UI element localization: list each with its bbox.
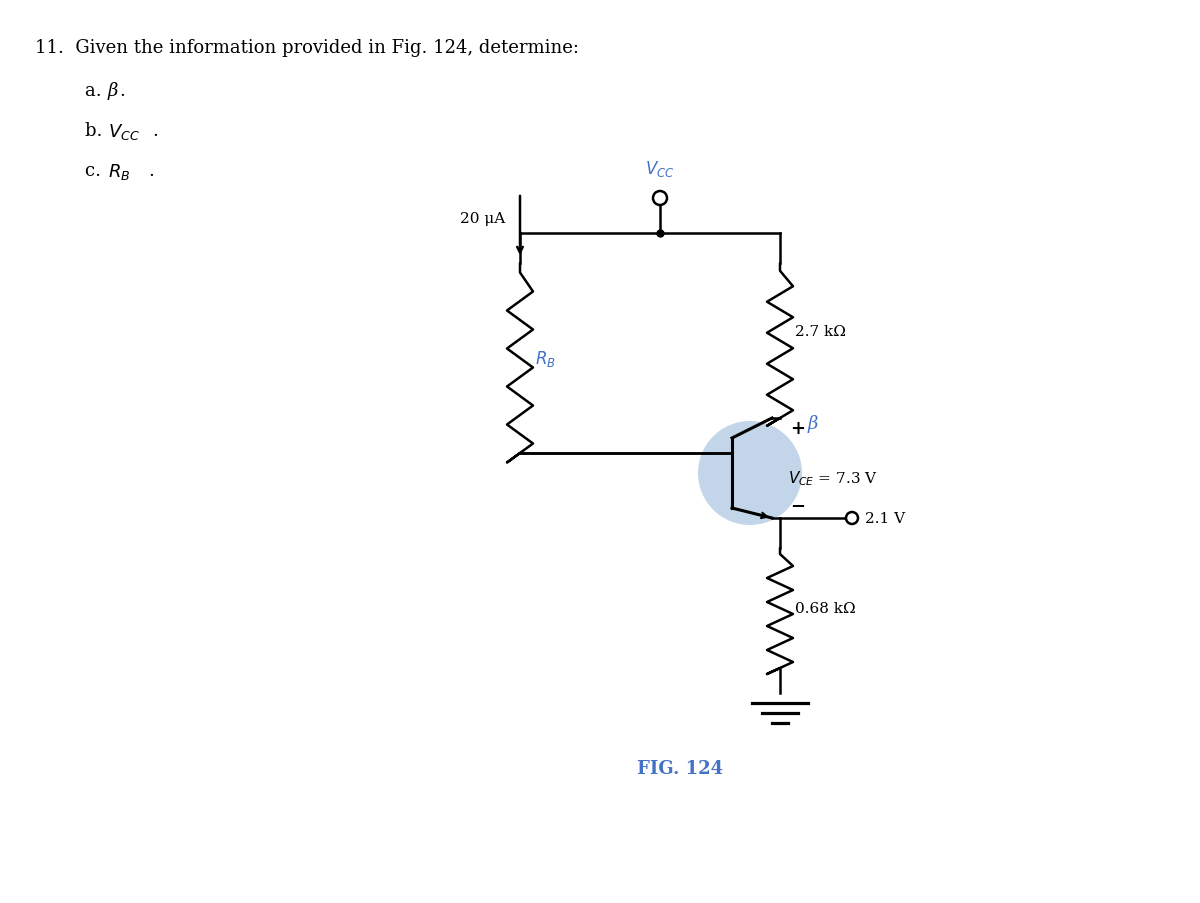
Circle shape: [846, 512, 858, 525]
Text: 11.  Given the information provided in Fig. 124, determine:: 11. Given the information provided in Fi…: [35, 39, 580, 57]
Text: a.: a.: [85, 82, 107, 100]
Text: −: −: [790, 498, 805, 516]
Text: $R_B$: $R_B$: [108, 162, 131, 182]
Text: 2.1 V: 2.1 V: [865, 511, 905, 526]
Text: 0.68 kΩ: 0.68 kΩ: [796, 601, 856, 615]
Text: .: .: [148, 162, 154, 180]
Text: $V_{CE}$ = 7.3 V: $V_{CE}$ = 7.3 V: [788, 470, 878, 488]
Text: 20 μA: 20 μA: [460, 212, 505, 226]
Text: $V_{CC}$: $V_{CC}$: [108, 122, 140, 142]
Text: 2.7 kΩ: 2.7 kΩ: [796, 324, 846, 338]
Text: $R_B$: $R_B$: [535, 349, 556, 368]
Text: +: +: [790, 420, 805, 438]
Text: b.: b.: [85, 122, 108, 140]
Text: .: .: [119, 82, 125, 100]
Text: c.: c.: [85, 162, 107, 180]
Text: β: β: [108, 82, 119, 100]
Text: .: .: [152, 122, 158, 140]
Text: $V_{CC}$: $V_{CC}$: [646, 159, 674, 179]
Text: β: β: [808, 414, 818, 433]
Circle shape: [653, 191, 667, 206]
Text: FIG. 124: FIG. 124: [637, 759, 724, 777]
Circle shape: [698, 422, 802, 526]
